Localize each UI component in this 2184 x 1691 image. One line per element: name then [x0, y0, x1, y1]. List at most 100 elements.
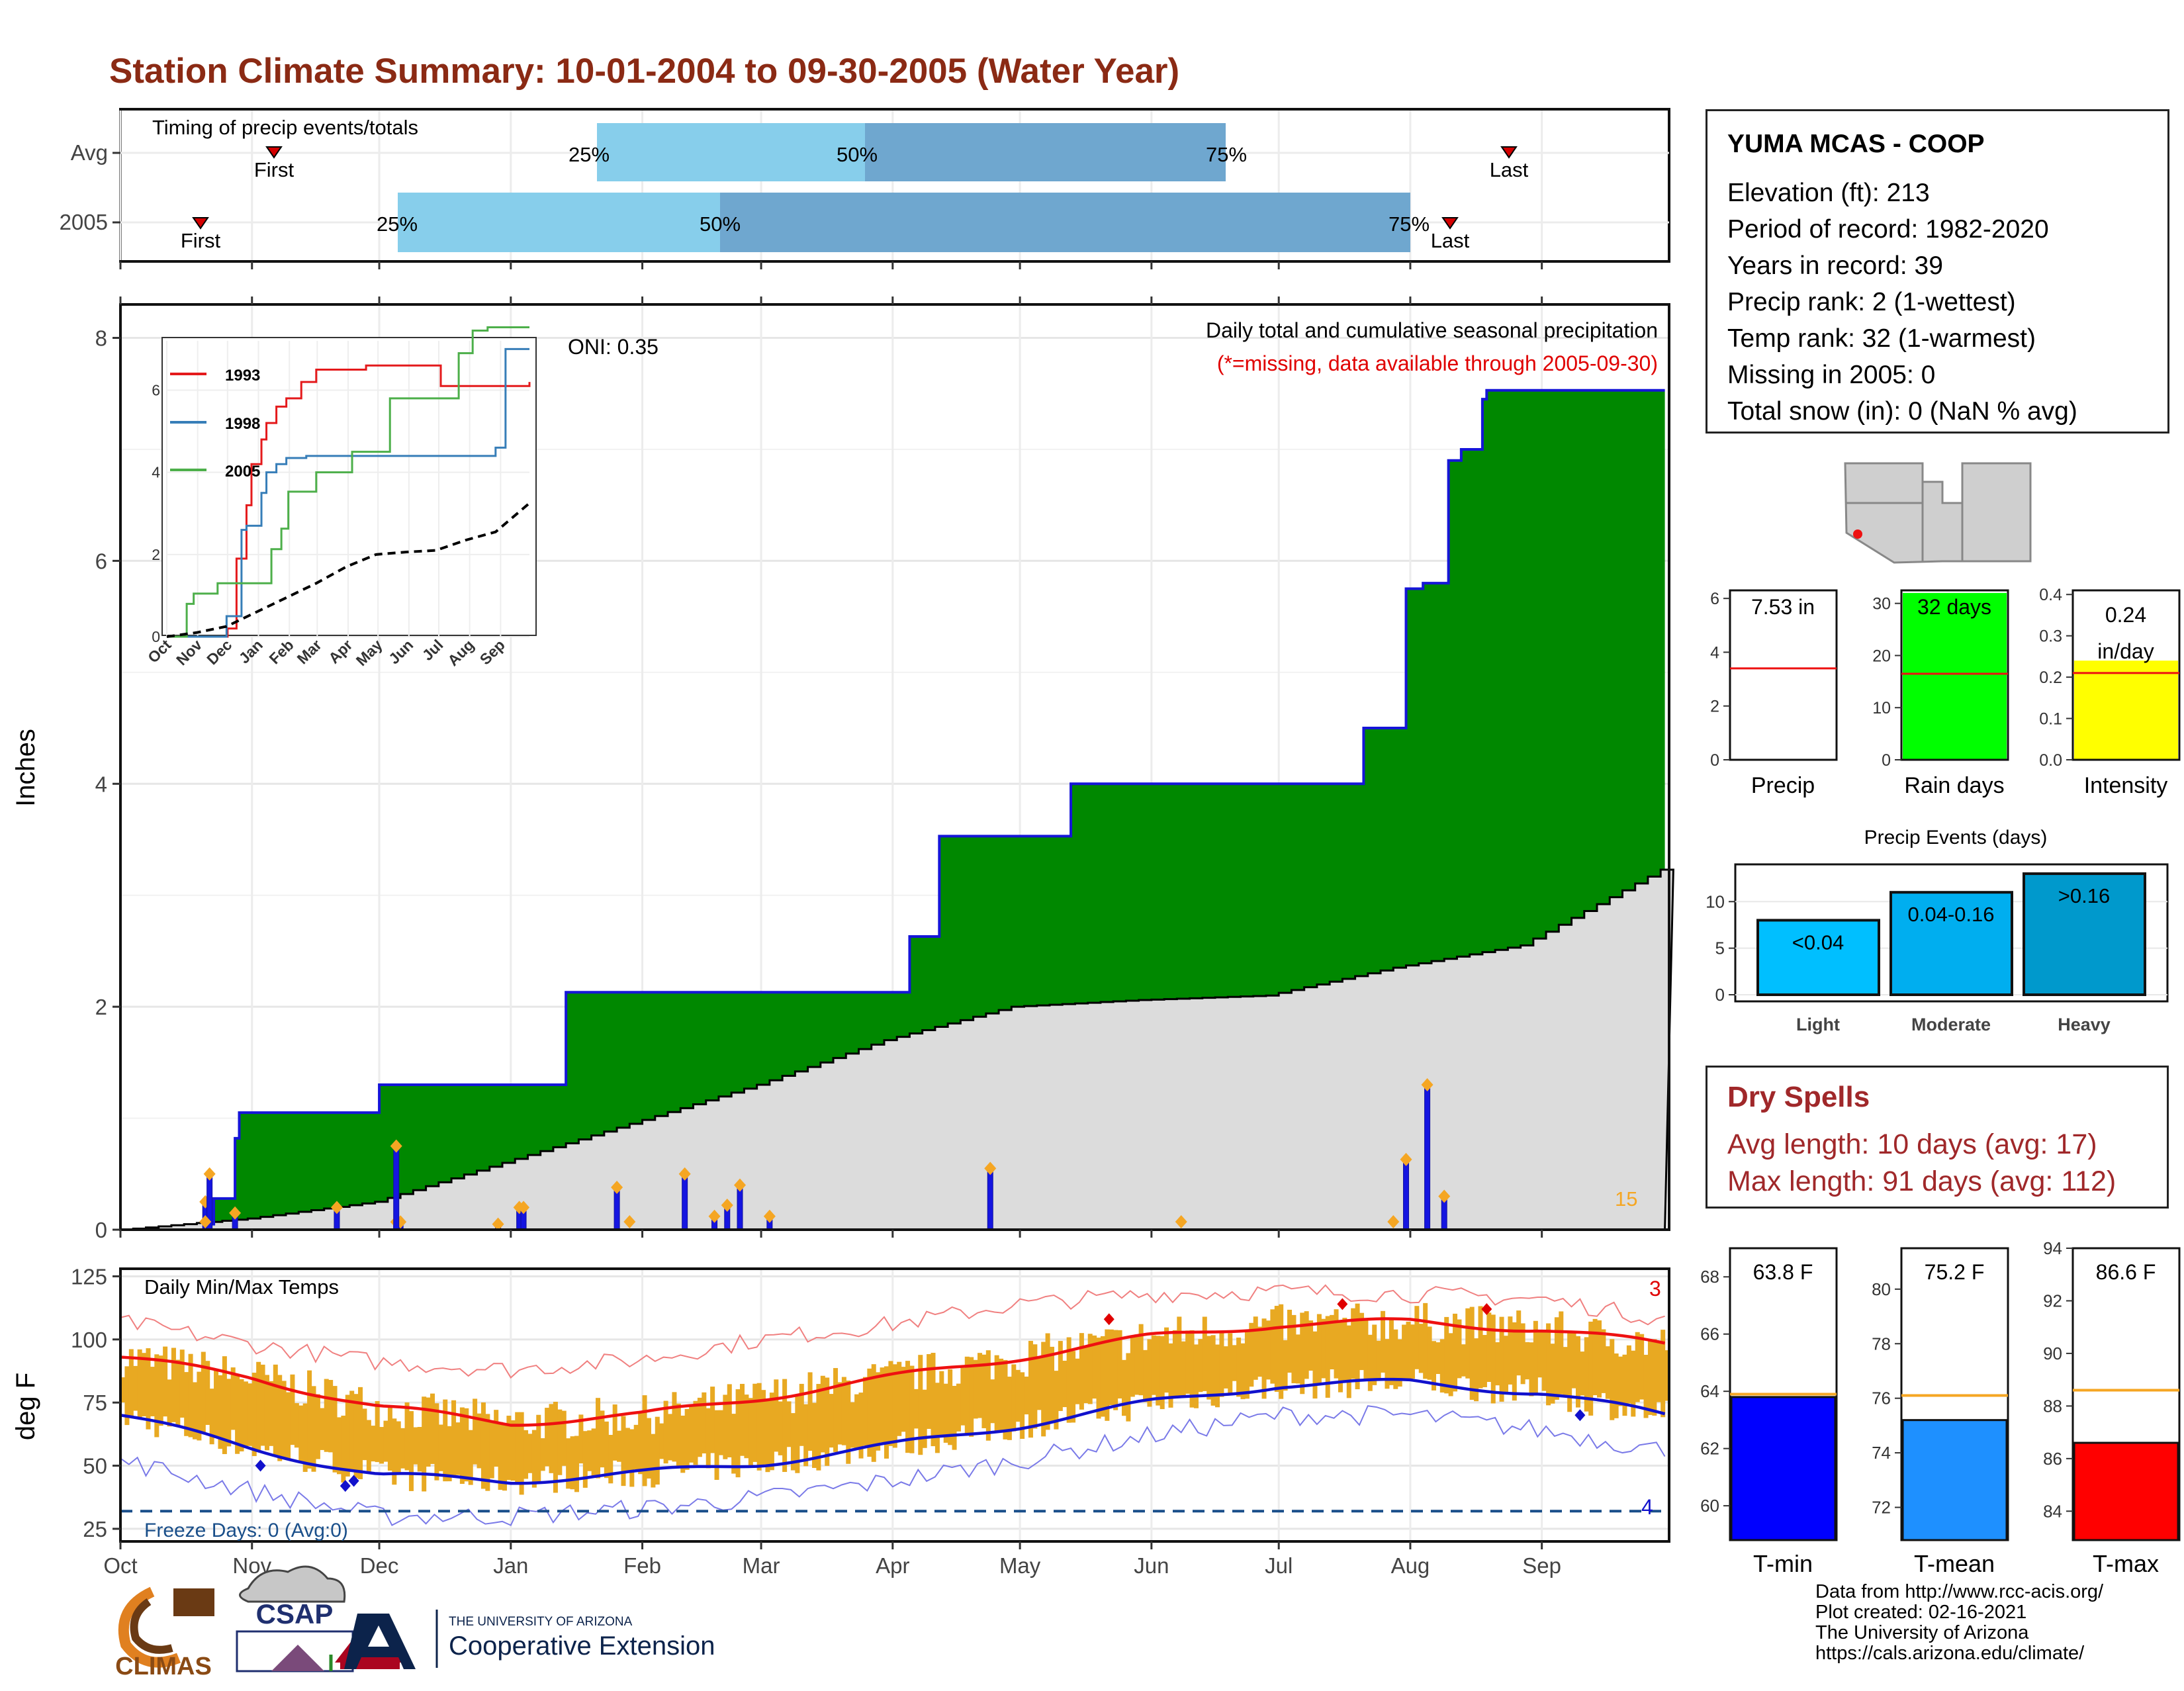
avg-max-line: [120, 1317, 1666, 1427]
daily-temp-range: [519, 1412, 524, 1495]
daily-temp-range: [880, 1367, 885, 1443]
daily-temp-range: [1414, 1306, 1420, 1369]
daily-temp-range: [1469, 1306, 1475, 1400]
daily-temp-range: [163, 1346, 168, 1417]
intensity-value-label: 0.24: [2105, 603, 2146, 627]
daily-temp-range: [829, 1394, 834, 1448]
event-bar-label: 0.04-0.16: [1908, 903, 1995, 926]
daily-temp-range: [286, 1392, 291, 1459]
inset-y-tick-label: 6: [152, 382, 160, 399]
daily-temp-range: [336, 1417, 341, 1475]
daily-temp-range: [451, 1400, 457, 1477]
temp-bar-y-tick-label: 90: [2043, 1344, 2062, 1363]
summary-y-tick-label: 10: [1872, 699, 1891, 717]
daily-temp-range: [1533, 1320, 1538, 1394]
precip-total-label: 7.53 in: [1751, 595, 1815, 619]
daily-temp-range: [557, 1409, 563, 1475]
daily-temp-range: [494, 1410, 499, 1467]
daily-temp-range: [1181, 1341, 1186, 1396]
daily-temp-range: [964, 1356, 970, 1434]
yr-first-marker: [192, 217, 209, 230]
daily-temp-range: [1550, 1344, 1555, 1404]
daily-temp-range: [638, 1413, 643, 1475]
daily-temp-range: [536, 1414, 541, 1482]
credit-line-created: Plot created: 02-16-2021: [1815, 1602, 2027, 1623]
daily-temp-range: [1198, 1339, 1203, 1393]
daily-temp-range: [1024, 1376, 1029, 1415]
daily-temp-range: [948, 1369, 953, 1445]
daily-temp-range: [1321, 1318, 1326, 1379]
raindays-axis-label: Rain days: [1904, 773, 2004, 798]
daily-temp-range: [1338, 1320, 1343, 1393]
daily-temp-range: [663, 1400, 668, 1464]
daily-temp-range: [1003, 1359, 1008, 1440]
daily-temp-range: [1160, 1336, 1165, 1410]
daily-temp-range: [251, 1373, 257, 1457]
daily-temp-range: [871, 1364, 876, 1462]
daily-temp-range: [1164, 1327, 1169, 1393]
record-high-marker: [1103, 1313, 1115, 1326]
daily-temp-range: [1087, 1334, 1093, 1404]
csap-logo-text: CSAP: [256, 1598, 334, 1629]
daily-temp-range: [934, 1383, 940, 1453]
daily-temp-range: [1647, 1340, 1653, 1415]
daily-temp-range: [862, 1377, 868, 1446]
daily-temp-range: [396, 1421, 401, 1475]
summary-bar-raindays: [1903, 592, 2007, 760]
temp-summary-bars: 60 62 64 66 68 72 74 76 78 80 84 86 88 90 92 94: [1700, 1238, 2181, 1541]
season-summary-bars: 0 2 4 6 0 10 20 30 0.0 0.1 0.2 0.3 0.4: [1710, 586, 2181, 770]
daily-temp-range: [774, 1379, 779, 1452]
daily-temp-range: [1575, 1336, 1580, 1408]
avg-first-marker: [265, 146, 283, 159]
ua-big-text: Cooperative Extension: [449, 1631, 715, 1661]
location-map: [1844, 462, 2032, 564]
daily-temp-range: [192, 1382, 197, 1440]
daily-temp-range: [909, 1365, 915, 1453]
daily-temp-range: [897, 1361, 902, 1436]
summary-bar-outline-raindays: [1900, 589, 2009, 761]
station-precip-rank: Precip rank: 2 (1-wettest): [1727, 288, 2016, 316]
daily-temp-range: [892, 1364, 897, 1448]
inset-line-1993: [167, 364, 531, 638]
trace-precip-marker: [623, 1215, 636, 1228]
page-title: Station Climate Summary: 10-01-2004 to 0…: [109, 52, 1179, 91]
summary-y-tick-label: 0.2: [2039, 668, 2062, 687]
daily-temp-range: [854, 1394, 860, 1449]
daily-temp-range: [1571, 1331, 1576, 1389]
daily-temp-range: [731, 1414, 737, 1474]
daily-temp-range: [1580, 1351, 1585, 1396]
yr-25-50-bar: [398, 193, 720, 252]
daily-temp-range: [1316, 1314, 1322, 1384]
daily-temp-range: [1461, 1344, 1466, 1377]
daily-temp-range: [1036, 1358, 1042, 1410]
daily-temp-range: [1283, 1340, 1288, 1391]
trace-precip-marker: [1175, 1215, 1187, 1228]
daily-temp-range: [239, 1379, 244, 1451]
precip-y-label: Inches: [11, 729, 40, 807]
temp-x-tick-label: Oct: [103, 1553, 137, 1578]
daily-temp-range: [320, 1408, 325, 1450]
daily-temp-range: [1508, 1316, 1513, 1385]
daily-temp-range: [226, 1379, 232, 1447]
summary-y-tick-label: 6: [1710, 590, 1719, 608]
daily-temp-range: [188, 1353, 193, 1438]
daily-temp-range: [1109, 1329, 1114, 1406]
daily-temp-range: [464, 1408, 469, 1482]
event-bar-light: [1756, 919, 1880, 997]
daily-temp-range: [273, 1364, 278, 1456]
daily-temp-range: [1453, 1313, 1458, 1392]
daily-temp-range: [1614, 1353, 1619, 1418]
daily-temp-range: [748, 1398, 753, 1466]
daily-temp-range: [1020, 1372, 1025, 1440]
daily-temp-range: [362, 1408, 367, 1461]
daily-temp-range: [1206, 1336, 1212, 1400]
daily-temp-range: [1228, 1333, 1233, 1394]
daily-temp-range: [1503, 1336, 1508, 1393]
summary-y-tick-label: 2: [1710, 698, 1719, 716]
daily-temp-range: [803, 1404, 809, 1467]
daily-temp-range: [1138, 1324, 1144, 1396]
ua-small-text: THE UNIVERSITY OF ARIZONA: [449, 1615, 633, 1629]
climas-logo-text: CLIMAS: [115, 1653, 212, 1680]
daily-temp-range: [298, 1405, 304, 1461]
avg-last-marker: [1500, 146, 1518, 159]
